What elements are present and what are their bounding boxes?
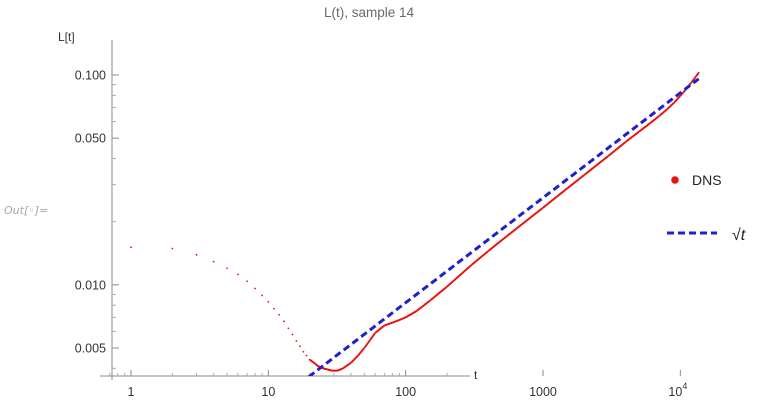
dns-point: [246, 280, 248, 283]
dns-point: [171, 247, 174, 250]
dns-point: [273, 307, 275, 310]
dns-point: [362, 347, 365, 351]
x-ticks: 1 10 100 1000 10 4: [109, 370, 687, 399]
y-tick-label: 0.050: [75, 132, 106, 146]
dns-point: [283, 320, 285, 323]
legend-label-dns: DNS: [692, 172, 722, 188]
dns-point: [427, 300, 431, 303]
dns-point: [678, 95, 681, 98]
y-ticks: 0.005 0.010 0.050 0.100: [75, 69, 119, 369]
legend: DNS √t: [667, 172, 746, 244]
dns-point: [305, 354, 308, 357]
dns-point: [341, 367, 344, 370]
dns-point: [414, 310, 417, 313]
dns-point: [226, 267, 228, 270]
dns-point: [689, 82, 692, 85]
x-tick-label: 1000: [529, 385, 557, 399]
x-tick-label: 10: [261, 385, 275, 399]
dns-point: [291, 333, 294, 336]
dns-point: [356, 355, 359, 358]
dns-point: [299, 345, 301, 348]
dns-point: [373, 332, 376, 336]
dns-point: [278, 313, 281, 316]
dns-point: [519, 224, 522, 227]
plot-area: [130, 71, 700, 376]
series-sqrt-t-line: [307, 77, 700, 376]
dns-point: [236, 273, 239, 276]
y-tick-label: 0.005: [75, 342, 106, 356]
legend-item-sqrt-t: √t: [667, 227, 746, 244]
dns-point: [499, 239, 502, 243]
legend-marker-dns: [671, 176, 679, 184]
dns-point: [672, 102, 675, 105]
y-tick-label: 0.010: [75, 278, 106, 292]
dns-point: [261, 294, 263, 297]
dns-point: [657, 115, 660, 118]
x-tick-label: 1: [128, 385, 135, 399]
dns-point: [486, 250, 489, 253]
dns-point: [623, 141, 626, 144]
x-axis-label: t: [474, 368, 478, 382]
x-tick-label-exponent: 4: [682, 381, 687, 391]
dns-point: [648, 122, 651, 126]
legend-item-dns: DNS: [671, 172, 722, 188]
dns-point: [565, 188, 568, 191]
dns-point: [349, 362, 352, 365]
dns-point: [267, 300, 270, 303]
x-tick-label: 10: [668, 385, 682, 399]
dns-point: [665, 108, 668, 112]
dns-point: [368, 340, 371, 343]
dns-point: [195, 253, 198, 256]
output-cell-label: Out[◦]=: [4, 204, 49, 217]
x-tick-label: 100: [395, 385, 416, 399]
dns-point: [254, 287, 256, 290]
dns-point: [403, 316, 406, 319]
dns-point: [382, 325, 385, 328]
dns-point: [637, 131, 640, 134]
dns-point: [287, 327, 290, 330]
dns-point: [390, 321, 393, 325]
dns-point: [606, 155, 609, 158]
series-dns: [130, 71, 700, 372]
dns-point: [445, 286, 448, 289]
dns-point: [469, 264, 472, 268]
dns-point: [541, 207, 544, 210]
dns-point: [130, 246, 132, 249]
y-axis-label: L[t]: [58, 30, 75, 44]
legend-label-sqrt-t: √t: [732, 227, 746, 244]
dns-point: [582, 174, 585, 177]
dns-point: [295, 340, 298, 342]
chart-title: L(t), sample 14: [324, 5, 415, 20]
y-tick-label: 0.100: [75, 69, 106, 83]
dns-point: [696, 72, 700, 75]
dns-point: [694, 76, 697, 79]
dns-point: [212, 260, 215, 263]
dns-point: [302, 350, 305, 353]
